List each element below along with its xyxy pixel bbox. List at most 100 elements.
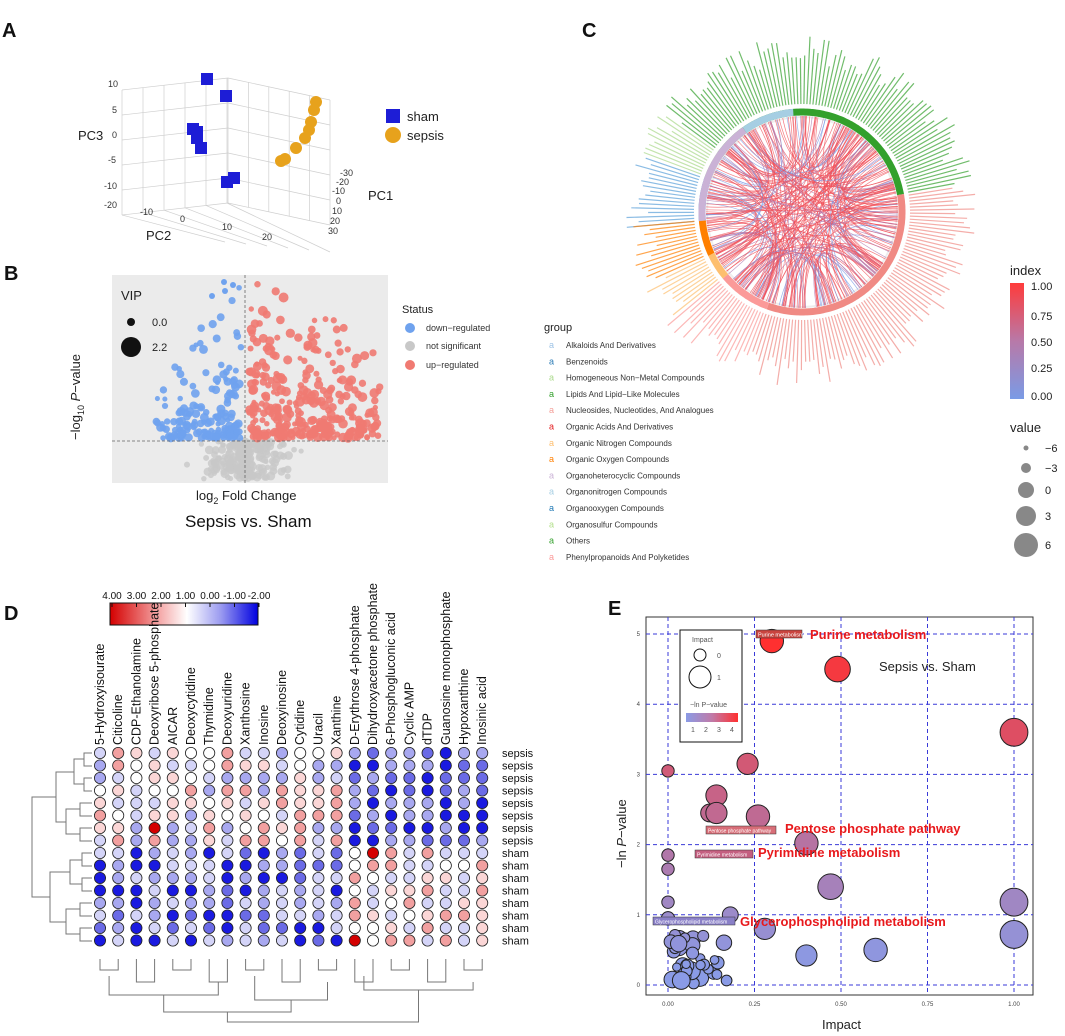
heatmap-cell — [130, 834, 143, 847]
volcano-down-point — [160, 435, 166, 441]
volcano-up-point — [301, 357, 308, 364]
heatmap-cell — [421, 847, 434, 860]
pathway-x-tick: 0.75 — [922, 1002, 934, 1008]
volcano-up-point — [350, 414, 357, 421]
chord-outer-label — [894, 267, 942, 297]
heatmap-column-label: Deoxyuridine — [220, 672, 234, 745]
heatmap-cell — [366, 797, 379, 810]
chord-outer-label — [648, 143, 704, 169]
heatmap-cell — [184, 784, 197, 797]
volcano-down-point — [232, 392, 240, 400]
chord-outer-label — [717, 72, 747, 120]
chord-outer-label — [878, 103, 915, 138]
heatmap-cell — [148, 809, 161, 822]
heatmap-cell — [294, 897, 307, 910]
chord-outer-label — [908, 187, 953, 196]
heatmap-cell — [221, 759, 234, 772]
heatmap-cell — [112, 884, 125, 897]
volcano-down-point — [232, 367, 239, 374]
group-legend-label: Nucleosides, Nucleotides, And Analogues — [566, 406, 714, 415]
chord-outer-label — [665, 116, 714, 151]
volcano-up-point — [334, 339, 342, 347]
chord-outer-label — [725, 57, 755, 116]
volcano-up-point — [336, 364, 345, 374]
heatmap-cell — [112, 847, 125, 860]
pathway-bubble — [672, 962, 682, 972]
volcano-ns-point — [212, 465, 221, 474]
chord-outer-label — [730, 77, 753, 117]
status-up-label: up−regulated — [426, 360, 479, 370]
chord-outer-label — [877, 288, 910, 322]
pc3-tick-1: 5 — [112, 105, 117, 115]
chord-outer-label — [706, 87, 737, 127]
pathway-bubble — [863, 937, 888, 963]
chord-outer-label — [906, 239, 946, 251]
heatmap-cell — [257, 859, 270, 872]
chord-link — [707, 195, 756, 241]
chord-ring-segment — [698, 220, 715, 256]
pathway-bubble — [709, 955, 720, 965]
pca-grid-line — [227, 77, 331, 101]
volcano-down-point — [191, 389, 200, 398]
volcano-up-point — [303, 343, 311, 351]
chord-outer-label — [889, 274, 931, 306]
chord-link — [749, 131, 896, 235]
col-dendrogram-branch — [99, 959, 119, 971]
chord-outer-label — [867, 88, 898, 128]
heatmap-cell — [476, 909, 489, 922]
volcano-up-point — [297, 355, 303, 361]
col-dendrogram-branch — [163, 995, 292, 1013]
index-tick-0: 1.00 — [1031, 281, 1052, 293]
group-legend-label: Organonitrogen Compounds — [566, 488, 667, 497]
volcano-ns-point — [183, 461, 190, 468]
chord-link — [713, 235, 763, 275]
volcano-up-point — [331, 435, 337, 441]
chord-link — [778, 118, 898, 205]
heatmap-cell — [166, 822, 179, 835]
heatmap-cell — [421, 909, 434, 922]
heatmap-cell — [439, 809, 452, 822]
chord-outer-label — [702, 292, 731, 323]
volcano-up-point — [250, 419, 257, 426]
chord-outer-label — [707, 72, 742, 124]
volcano-down-point — [223, 377, 232, 386]
heatmap-row-label: sham — [502, 898, 529, 910]
chord-outer-label — [690, 287, 727, 324]
heatmap-cell — [366, 822, 379, 835]
row-dendrogram-branch — [65, 908, 80, 935]
chord-link — [778, 203, 898, 306]
heatmap-cell — [403, 859, 416, 872]
heatmap-cell — [257, 872, 270, 885]
value-tick-4: 6 — [1045, 540, 1051, 552]
volcano-ns-point — [244, 474, 252, 482]
heatmap-cell — [439, 909, 452, 922]
volcano-up-point — [360, 351, 370, 361]
heatmap-cell — [457, 797, 470, 810]
volcano-down-point — [212, 375, 222, 384]
group-legend-swatch: a — [549, 389, 554, 399]
pca-floor-line — [184, 207, 289, 249]
volcano-down-point — [183, 422, 193, 431]
volcano-down-point — [216, 313, 225, 322]
heatmap-cell — [166, 772, 179, 785]
chord-link — [768, 121, 786, 303]
pca-grid-line — [227, 202, 331, 226]
chord-outer-label — [908, 182, 955, 193]
volcano-up-point — [296, 390, 303, 397]
heatmap-cell — [348, 859, 361, 872]
chord-outer-label — [648, 250, 702, 272]
chord-link — [728, 150, 804, 309]
heatmap-cell — [112, 822, 125, 835]
chord-link — [715, 170, 826, 306]
vip-value-min: 0.0 — [152, 317, 167, 329]
heatmap-column-label: Inosine — [257, 705, 271, 745]
heatmap-cell — [130, 772, 143, 785]
row-dendrogram-branch — [79, 802, 92, 817]
chord-outer-label — [890, 120, 935, 152]
volcano-up-point — [259, 371, 267, 379]
volcano-down-point — [211, 432, 221, 442]
heatmap-cell — [166, 859, 179, 872]
chord-outer-label — [665, 258, 706, 279]
volcano-ns-point — [249, 460, 256, 467]
chord-outer-label — [694, 100, 728, 135]
